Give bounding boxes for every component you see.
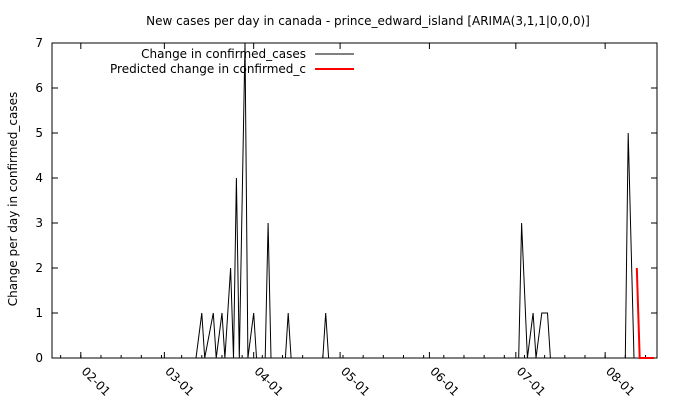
legend-label-confirmed: Change in confirmed_cases [141,47,306,61]
y-axis-label: Change per day in confirmed_cases [6,92,20,307]
x-tick-label: 03-01 [162,364,197,399]
series-line-confirmed [195,42,637,359]
x-tick-label: 05-01 [338,364,373,399]
x-tick-label: 08-01 [603,364,638,399]
x-axis: 02-01 03-01 04-01 05-01 06-01 07-01 08-01 [60,43,646,399]
y-tick-label: 4 [35,171,43,185]
x-tick-label: 04-01 [252,364,287,399]
y-tick-label: 6 [35,81,43,95]
y-tick-label: 3 [35,216,43,230]
y-tick-label: 1 [35,306,43,320]
plot-frame [51,42,658,359]
legend-label-predicted: Predicted change in confirmed_c [110,62,306,76]
y-tick-label: 2 [35,261,43,275]
chart-title: New cases per day in canada - prince_edw… [146,14,590,28]
y-tick-label: 5 [35,126,43,140]
y-tick-label: 0 [35,351,43,365]
x-tick-label: 02-01 [79,364,114,399]
y-axis: 0 1 2 3 4 5 6 7 [35,36,657,365]
x-tick-label: 06-01 [427,364,462,399]
series-layer [195,42,655,359]
y-tick-label: 7 [35,36,43,50]
x-tick-label: 07-01 [514,364,549,399]
series-line-predicted [635,267,655,359]
legend: Change in confirmed_cases Predicted chan… [110,47,354,76]
